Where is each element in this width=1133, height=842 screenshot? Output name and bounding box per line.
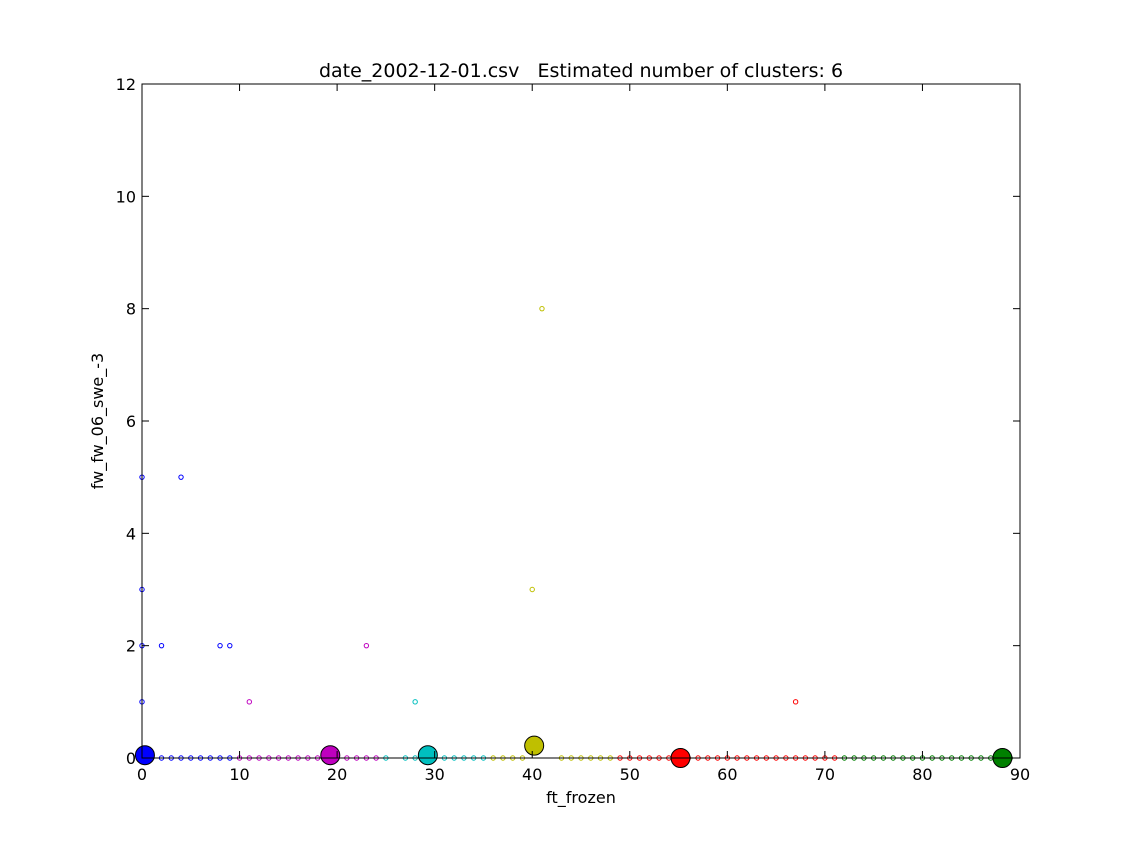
axis-ticks: 0 10 20 30 40 50 60 70 80 90 0 2 4 6 8 10 12 bbox=[116, 75, 1031, 784]
y-tick-label: 12 bbox=[116, 75, 136, 94]
x-tick-label: 20 bbox=[327, 765, 347, 784]
data-point bbox=[539, 305, 545, 312]
data-point bbox=[792, 699, 799, 705]
data-point bbox=[217, 642, 223, 649]
x-tick-label: 70 bbox=[815, 765, 835, 784]
chart-title: date_2002-12-01.csv Estimated number of … bbox=[319, 60, 843, 82]
x-axis-label: ft_frozen bbox=[546, 788, 616, 808]
data-point bbox=[412, 699, 418, 705]
y-tick-label: 6 bbox=[126, 412, 136, 431]
y-tick-label: 2 bbox=[126, 637, 136, 656]
x-tick-label: 10 bbox=[229, 765, 249, 784]
x-tick-label: 60 bbox=[717, 765, 737, 784]
y-tick-label: 4 bbox=[126, 524, 136, 543]
y-tick-label: 0 bbox=[126, 749, 136, 768]
data-point bbox=[178, 474, 184, 480]
x-tick-label: 90 bbox=[1010, 765, 1030, 784]
data-point bbox=[227, 642, 233, 649]
x-tick-label: 40 bbox=[522, 765, 542, 784]
cluster-center-marker bbox=[524, 735, 545, 756]
data-point bbox=[158, 642, 165, 649]
x-tick-label: 30 bbox=[424, 765, 444, 784]
y-axis-label: fw_fw_06_swe_-3 bbox=[88, 353, 108, 489]
data-point bbox=[246, 699, 253, 705]
x-tick-label: 80 bbox=[912, 765, 932, 784]
cluster-center-marker bbox=[134, 745, 155, 766]
x-tick-label: 0 bbox=[137, 765, 147, 784]
plot-frame bbox=[141, 83, 1021, 759]
y-tick-label: 8 bbox=[126, 300, 136, 319]
cluster-center-marker bbox=[417, 745, 438, 766]
cluster-center-marker bbox=[320, 745, 341, 766]
x-tick-label: 50 bbox=[620, 765, 640, 784]
data-point bbox=[363, 642, 370, 649]
data-point bbox=[529, 586, 535, 593]
y-tick-label: 10 bbox=[116, 187, 136, 206]
